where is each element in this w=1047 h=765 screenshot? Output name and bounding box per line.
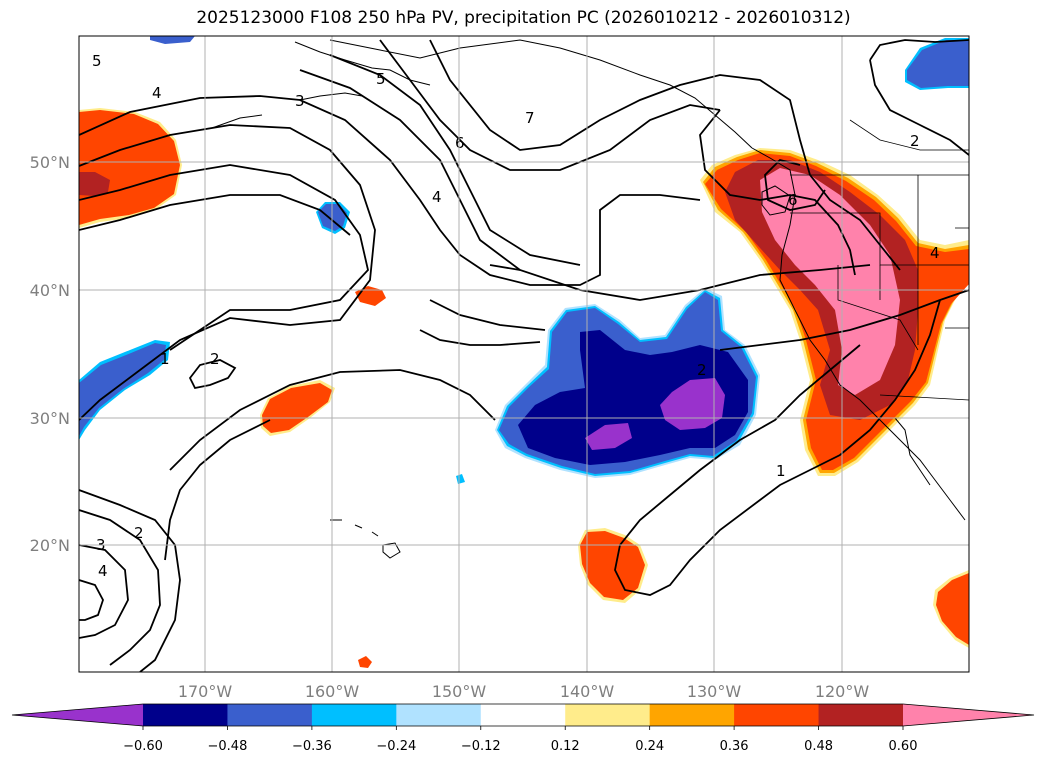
- colorbar-label: −0.24: [376, 739, 416, 754]
- colorbar-swatch: [649, 704, 735, 726]
- contour-label-3a: 3: [295, 92, 305, 110]
- lat-label-40n: 40°N: [30, 281, 70, 300]
- borders: [790, 119, 969, 401]
- coastlines: [211, 39, 966, 559]
- colorbar-swatch: [734, 704, 820, 726]
- colorbar-swatch: [143, 704, 228, 726]
- contour-label-4b: 4: [432, 188, 442, 206]
- longitude-labels: 170°W 160°W 150°W 140°W 130°W 120°W: [178, 682, 870, 701]
- contour-label-2d: 2: [134, 524, 144, 542]
- colorbar-label: −0.48: [208, 739, 248, 754]
- colorbar-label: 0.36: [720, 739, 749, 754]
- lat-label-30n: 30°N: [30, 409, 70, 428]
- contour-label-2b: 2: [210, 350, 220, 368]
- lon-label-130w: 130°W: [687, 682, 742, 701]
- colorbar-swatch: [396, 704, 482, 726]
- colorbar-swatch: [480, 704, 566, 726]
- contour-label-2a: 2: [910, 132, 920, 150]
- contour-label-4d: 4: [930, 244, 940, 262]
- colorbar-label: 0.48: [804, 739, 833, 754]
- contour-label-5a: 5: [92, 52, 102, 70]
- colorbar-label: −0.36: [292, 739, 332, 754]
- contour-labels: 5 4 3 5 6 7 4 2 1 2 2 3 2 4 1 4 6: [92, 52, 940, 580]
- colorbar: −0.60 −0.48 −0.36 −0.24 −0.12 0.12 0.24 0.36 0.4…: [11, 703, 1035, 754]
- colorbar-extend-high: [903, 704, 1034, 726]
- colorbar-swatch: [818, 704, 904, 726]
- precip-negative-central: [495, 288, 760, 478]
- colorbar-label: −0.12: [461, 739, 501, 754]
- pv-contours: [79, 39, 969, 672]
- colorbar-swatch: [565, 704, 651, 726]
- lat-label-20n: 20°N: [30, 536, 70, 555]
- gridlines: [79, 36, 969, 672]
- lon-label-120w: 120°W: [815, 682, 870, 701]
- map-frame: [78, 35, 970, 673]
- lat-label-50n: 50°N: [30, 153, 70, 172]
- colorbar-label: −0.60: [123, 739, 163, 754]
- lon-label-150w: 150°W: [432, 682, 487, 701]
- map-content: 5 4 3 5 6 7 4 2 1 2 2 3 2 4 1 4 6: [79, 36, 969, 672]
- latitude-labels: 50°N 40°N 30°N 20°N: [30, 153, 70, 555]
- contour-label-1a: 1: [160, 350, 170, 368]
- contour-label-2c: 2: [697, 361, 707, 379]
- contour-label-5b: 5: [376, 70, 386, 88]
- lon-label-140w: 140°W: [560, 682, 615, 701]
- colorbar-label: 0.60: [889, 739, 918, 754]
- contour-label-7: 7: [525, 109, 535, 127]
- colorbar-label: 0.12: [551, 739, 580, 754]
- contour-label-4a: 4: [152, 84, 162, 102]
- colorbar-extend-low: [12, 704, 143, 726]
- colorbar-label: 0.24: [635, 739, 664, 754]
- lon-label-160w: 160°W: [305, 682, 360, 701]
- colorbar-swatch: [311, 704, 397, 726]
- colorbar-swatch: [227, 704, 313, 726]
- lon-label-170w: 170°W: [178, 682, 233, 701]
- contour-label-6b: 6: [788, 191, 798, 209]
- contour-label-4c: 4: [98, 562, 108, 580]
- contour-label-1b: 1: [776, 462, 786, 480]
- contour-label-6a: 6: [455, 134, 465, 152]
- map-title: 2025123000 F108 250 hPa PV, precipitatio…: [196, 8, 851, 28]
